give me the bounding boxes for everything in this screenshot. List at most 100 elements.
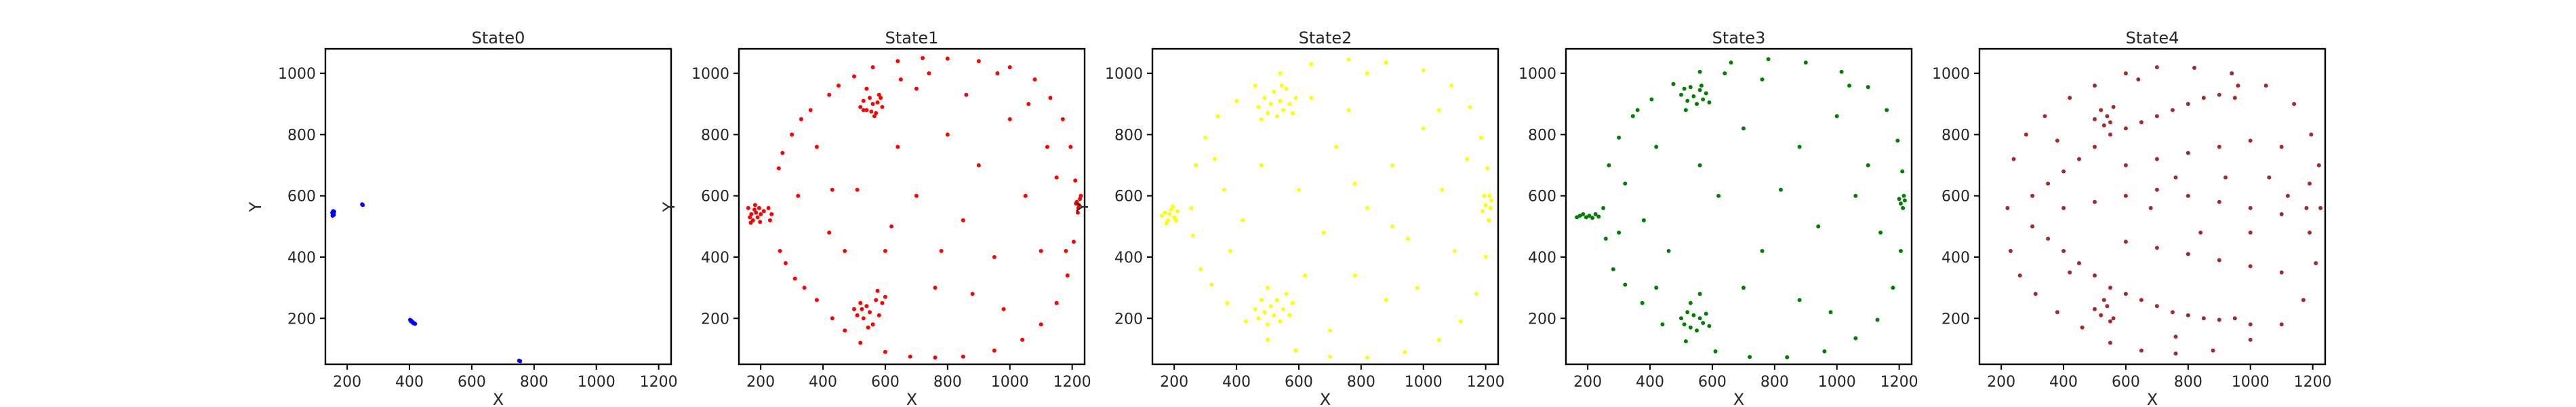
data-point bbox=[895, 59, 900, 64]
data-point bbox=[1079, 193, 1083, 198]
data-point bbox=[869, 109, 874, 114]
data-point bbox=[2154, 246, 2159, 250]
data-point bbox=[1253, 83, 1257, 88]
data-point bbox=[1274, 298, 1279, 303]
y-tick-label: 200 bbox=[1528, 311, 1556, 328]
data-point bbox=[2093, 117, 2097, 121]
data-point bbox=[2042, 114, 2047, 119]
data-point bbox=[1166, 218, 1170, 222]
y-tick-label: 800 bbox=[1114, 127, 1143, 144]
data-point bbox=[1436, 108, 1441, 113]
data-point bbox=[1697, 292, 1702, 296]
data-point bbox=[2068, 96, 2072, 100]
y-tick-label: 600 bbox=[701, 189, 729, 206]
data-points bbox=[746, 56, 1083, 360]
data-point bbox=[1065, 273, 1070, 278]
data-point bbox=[1611, 267, 1615, 271]
data-point bbox=[2217, 258, 2221, 263]
data-point bbox=[1688, 301, 1693, 305]
data-point bbox=[2248, 230, 2253, 235]
data-point bbox=[1073, 178, 1078, 183]
data-point bbox=[1697, 88, 1702, 92]
data-point bbox=[814, 144, 819, 149]
data-point bbox=[1828, 310, 1833, 315]
data-point bbox=[2186, 151, 2190, 155]
x-tick-label: 800 bbox=[2174, 374, 2202, 391]
x-tick-label: 1200 bbox=[1053, 374, 1091, 391]
y-tick-label: 800 bbox=[1941, 127, 1970, 144]
data-point bbox=[1716, 193, 1721, 198]
data-point bbox=[1175, 209, 1180, 214]
data-point bbox=[1898, 249, 1903, 253]
data-point bbox=[2236, 83, 2240, 88]
x-tick-label: 600 bbox=[1285, 374, 1313, 391]
x-tick-label: 1000 bbox=[578, 374, 616, 391]
data-point bbox=[2055, 310, 2059, 315]
data-point bbox=[1228, 249, 1232, 253]
data-point bbox=[2198, 230, 2203, 235]
data-point bbox=[814, 298, 819, 303]
data-point bbox=[1695, 102, 1699, 106]
x-tick-label: 1000 bbox=[1818, 374, 1856, 391]
data-point bbox=[933, 355, 938, 360]
data-point bbox=[1452, 249, 1457, 253]
data-point bbox=[883, 349, 887, 354]
data-point bbox=[2292, 102, 2297, 106]
data-point bbox=[1278, 71, 1283, 76]
data-point bbox=[2108, 132, 2112, 137]
plot-area bbox=[1151, 47, 1500, 366]
data-point bbox=[858, 104, 863, 109]
x-tick-label: 600 bbox=[2112, 374, 2140, 391]
data-point bbox=[1901, 193, 1906, 198]
data-point bbox=[1172, 215, 1177, 220]
plot-area bbox=[1565, 47, 1913, 366]
x-tick-label: 400 bbox=[1222, 374, 1251, 391]
data-point bbox=[870, 65, 875, 70]
data-point bbox=[1266, 322, 1270, 327]
data-point bbox=[995, 71, 1000, 76]
data-point bbox=[927, 71, 931, 76]
data-point bbox=[1483, 203, 1488, 208]
data-point bbox=[921, 56, 925, 60]
data-point bbox=[1707, 324, 1712, 328]
data-point bbox=[748, 220, 753, 225]
data-point bbox=[1685, 98, 1690, 103]
data-point bbox=[868, 310, 872, 315]
data-point bbox=[1170, 204, 1175, 209]
data-point bbox=[2279, 270, 2284, 275]
data-point bbox=[1697, 69, 1702, 74]
data-point bbox=[2232, 96, 2237, 100]
data-point bbox=[1654, 144, 1659, 149]
data-point bbox=[2186, 102, 2190, 106]
x-tick-label: 200 bbox=[746, 374, 775, 391]
data-point bbox=[1327, 354, 1332, 359]
data-point bbox=[2136, 77, 2141, 82]
data-point bbox=[776, 166, 781, 171]
data-point bbox=[1076, 206, 1081, 210]
data-point bbox=[1060, 117, 1065, 121]
data-point bbox=[1630, 114, 1635, 119]
data-point bbox=[1287, 102, 1292, 106]
data-point bbox=[908, 354, 912, 359]
data-point bbox=[1243, 319, 1248, 324]
data-point bbox=[877, 92, 881, 97]
data-point bbox=[1241, 218, 1245, 222]
data-point bbox=[1405, 236, 1410, 241]
data-point bbox=[2093, 199, 2097, 204]
data-point bbox=[1623, 181, 1628, 186]
data-point bbox=[1190, 233, 1195, 238]
data-point bbox=[1660, 322, 1665, 327]
data-point bbox=[945, 56, 950, 61]
data-point bbox=[1278, 98, 1283, 103]
data-point bbox=[2248, 206, 2253, 210]
data-point bbox=[992, 255, 997, 259]
data-point bbox=[1483, 255, 1488, 259]
data-point bbox=[1834, 114, 1839, 119]
data-point bbox=[1048, 96, 1053, 100]
y-axis: 200 400 600 800 1000 bbox=[691, 66, 739, 328]
data-point bbox=[1020, 337, 1025, 342]
data-point bbox=[1163, 210, 1167, 215]
data-point bbox=[1682, 322, 1687, 327]
data-point bbox=[2248, 138, 2253, 143]
